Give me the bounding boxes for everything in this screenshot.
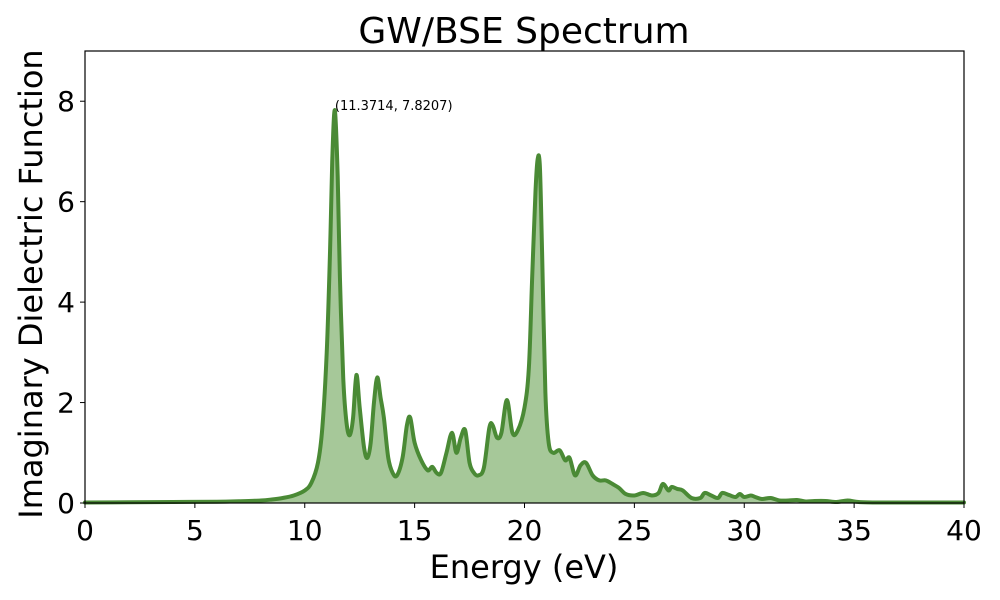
x-tick-label: 30 xyxy=(726,514,762,547)
spectrum-line xyxy=(83,108,966,505)
x-tick-label: 10 xyxy=(287,514,323,547)
y-axis-label: Imaginary Dielectric Function xyxy=(12,49,50,518)
x-tick-label: 25 xyxy=(617,514,653,547)
x-tick-label: 40 xyxy=(946,514,982,547)
x-tick-label: 5 xyxy=(186,514,204,547)
y-tick-label: 0 xyxy=(57,487,75,520)
x-tick-label: 20 xyxy=(507,514,543,547)
peak-annotation: (11.3714, 7.8207) xyxy=(335,99,453,114)
chart-title: GW/BSE Spectrum xyxy=(358,11,689,52)
x-tick-label: 15 xyxy=(397,514,433,547)
y-axis: 0 2 4 6 8 xyxy=(57,85,85,520)
x-tick-label: 0 xyxy=(76,514,94,547)
x-axis-label: Energy (eV) xyxy=(430,548,619,586)
x-tick-label: 35 xyxy=(836,514,872,547)
y-tick-label: 6 xyxy=(57,186,75,219)
x-axis: 0 5 10 15 20 25 30 35 40 xyxy=(76,503,982,547)
y-tick-label: 2 xyxy=(57,387,75,420)
y-tick-label: 8 xyxy=(57,85,75,118)
spectrum-area xyxy=(85,110,964,503)
y-tick-label: 4 xyxy=(57,286,75,319)
